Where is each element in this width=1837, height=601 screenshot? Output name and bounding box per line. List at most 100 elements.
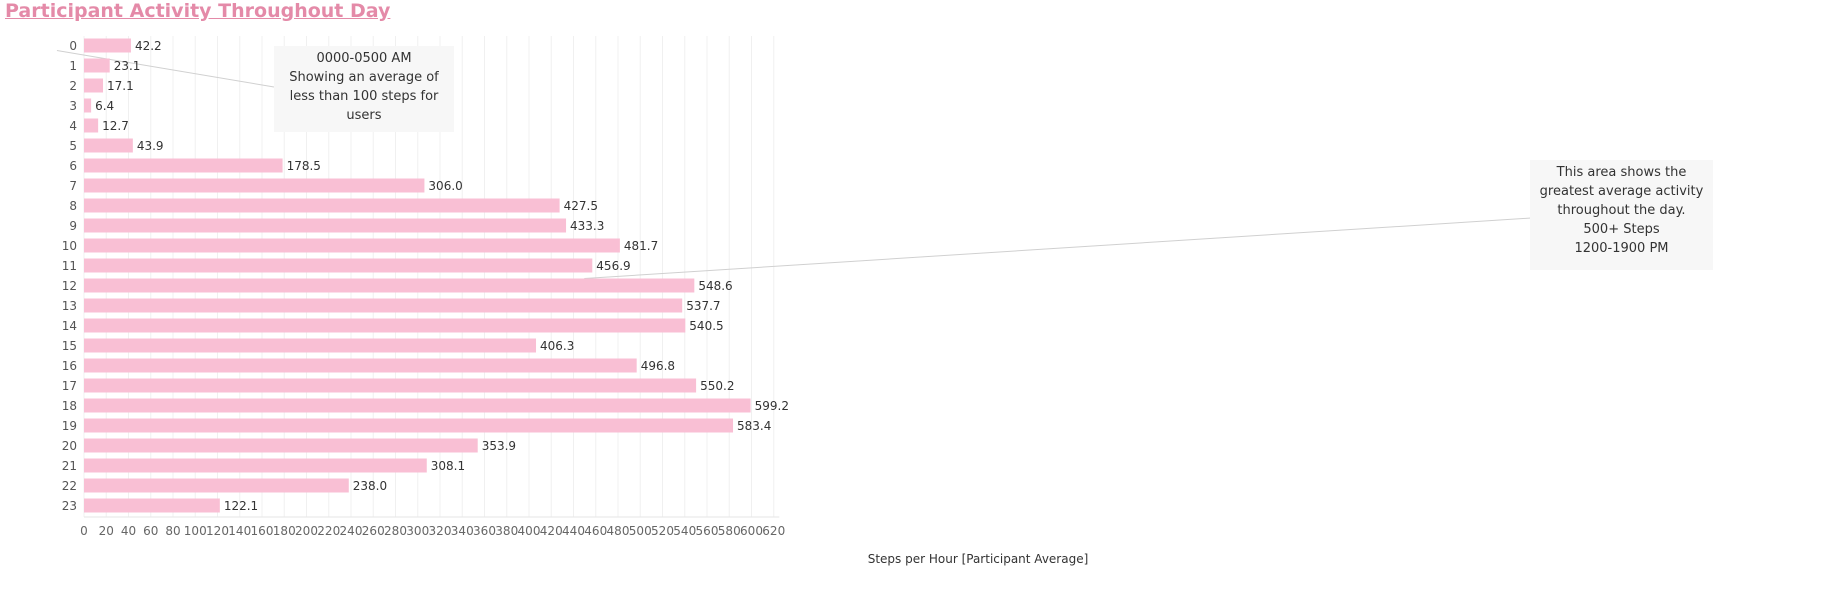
category-label: 19 [62,419,77,433]
category-label: 1 [69,59,77,73]
x-tick-label: 200 [295,524,318,538]
value-label: 23.1 [114,59,141,73]
value-label: 406.3 [540,339,574,353]
value-label: 42.2 [135,39,162,53]
x-tick-label: 260 [362,524,385,538]
annotation-line: Showing an average of [289,70,439,85]
x-tick-label: 0 [80,524,88,538]
value-label: 308.1 [431,459,465,473]
bar [84,398,751,413]
x-tick-label: 120 [206,524,229,538]
bar [84,98,92,113]
bar [84,218,567,233]
annotation-line: throughout the day. [1557,203,1686,218]
value-label: 427.5 [564,199,598,213]
bar [84,178,425,193]
category-label: 13 [62,299,77,313]
x-tick-label: 220 [317,524,340,538]
bar [84,78,104,93]
bar [84,298,683,313]
x-axis-ticks: 0 20 40 60 80 100 120 140 160 180 200 220 240 260 280 3… [80,524,785,538]
x-tick-label: 520 [651,524,674,538]
annotation-peak-activity: This area shows the greatest average act… [1530,160,1713,270]
category-label: 2 [69,79,77,93]
x-tick-label: 400 [518,524,541,538]
x-tick-label: 560 [696,524,719,538]
category-label: 23 [62,499,77,513]
bar [84,438,478,453]
value-label: 433.3 [570,219,604,233]
x-tick-label: 320 [429,524,452,538]
category-label: 20 [62,439,77,453]
value-label: 496.8 [641,359,675,373]
x-tick-label: 480 [607,524,630,538]
x-tick-label: 180 [273,524,296,538]
category-label: 0 [69,39,77,53]
x-tick-label: 160 [251,524,274,538]
x-tick-label: 80 [165,524,180,538]
category-label: 11 [62,259,77,273]
x-tick-label: 600 [740,524,763,538]
annotation-line: This area shows the [1556,165,1687,180]
bar [84,418,734,433]
x-tick-label: 20 [99,524,114,538]
bar [84,58,110,73]
category-label: 16 [62,359,77,373]
value-label: 548.6 [698,279,732,293]
bar [84,378,697,393]
annotation-line: 0000-0500 AM [316,51,412,66]
value-label: 583.4 [737,419,771,433]
value-label: 456.9 [596,259,630,273]
x-tick-label: 580 [718,524,741,538]
category-label: 18 [62,399,77,413]
annotation-line: users [346,108,382,123]
bar [84,338,537,353]
x-tick-label: 140 [228,524,251,538]
category-label: 12 [62,279,77,293]
annotation-line: 500+ Steps [1583,222,1660,237]
bar [84,478,349,493]
bar [84,138,133,153]
bar [84,158,283,173]
category-label: 22 [62,479,77,493]
bar [84,498,220,513]
category-label: 10 [62,239,77,253]
category-label: 14 [62,319,77,333]
category-label: 5 [69,139,77,153]
annotation-connector [584,217,1532,279]
annotation-connectors [56,50,1532,279]
x-axis-label: Steps per Hour [Participant Average] [868,552,1089,566]
category-label: 21 [62,459,77,473]
x-tick-label: 300 [406,524,429,538]
x-tick-label: 40 [121,524,136,538]
value-label: 306.0 [428,179,462,193]
x-tick-label: 620 [762,524,785,538]
value-label: 353.9 [482,439,516,453]
value-label: 537.7 [686,299,720,313]
annotation-line: less than 100 steps for [289,89,439,104]
x-tick-label: 60 [143,524,158,538]
category-label: 7 [69,179,77,193]
category-label: 9 [69,219,77,233]
annotation-line: 1200-1900 PM [1574,241,1669,256]
x-tick-label: 440 [562,524,585,538]
bar [84,358,637,373]
x-tick-label: 500 [629,524,652,538]
value-label: 599.2 [755,399,789,413]
value-label: 540.5 [689,319,723,333]
bar [84,238,620,253]
category-label: 6 [69,159,77,173]
x-tick-label: 420 [540,524,563,538]
bar [84,318,686,333]
bar [84,118,99,133]
bars [84,38,751,513]
value-label: 17.1 [107,79,134,93]
value-labels: 42.2 23.1 17.1 6.4 12.7 43.9 178.5 306.0 427.5 43… [95,39,789,513]
x-tick-label: 100 [184,524,207,538]
chart-title[interactable]: Participant Activity Throughout Day [5,0,391,22]
x-tick-label: 240 [340,524,363,538]
annotation-early-hours: 0000-0500 AM Showing an average of less … [274,46,454,132]
x-tick-label: 460 [584,524,607,538]
value-label: 550.2 [700,379,734,393]
